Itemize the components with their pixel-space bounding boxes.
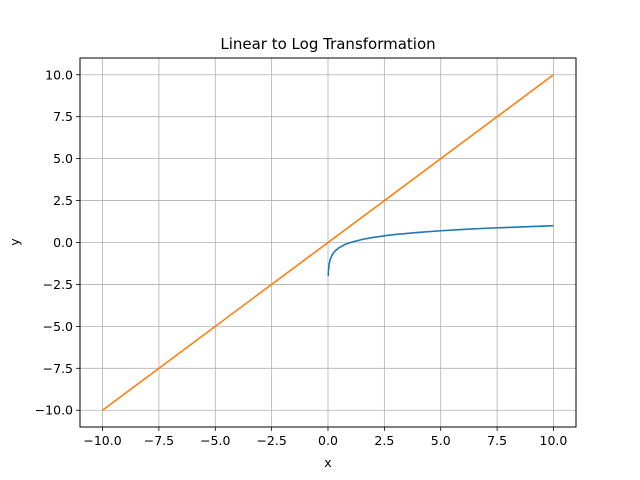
ticks: −10.0 −7.5 −5.0 −2.5 0.0 2.5 5.0 7.5 10.0 −10.0 −7… <box>35 67 568 448</box>
x-tick-label: 7.5 <box>487 433 507 448</box>
x-axis-label: x <box>324 455 331 470</box>
linear-series-line <box>102 74 554 411</box>
x-tick-label: 5.0 <box>431 433 451 448</box>
y-tick-label: 5.0 <box>53 151 73 166</box>
x-tick-label: −10.0 <box>83 433 121 448</box>
y-axis-label: y <box>7 238 22 246</box>
x-tick-label: −2.5 <box>256 433 286 448</box>
y-tick-label: −7.5 <box>43 361 73 376</box>
y-tick-label: −10.0 <box>35 403 73 418</box>
grid-lines <box>80 58 576 427</box>
y-tick-label: 2.5 <box>53 193 73 208</box>
series-layer <box>102 74 554 411</box>
y-tick-label: 10.0 <box>45 67 73 82</box>
x-tick-label: 10.0 <box>540 433 568 448</box>
x-tick-label: −5.0 <box>200 433 230 448</box>
y-tick-label: −5.0 <box>43 319 73 334</box>
y-tick-label: 7.5 <box>53 109 73 124</box>
log-series-line <box>327 224 554 277</box>
x-tick-label: 0.0 <box>318 433 338 448</box>
y-tick-label: −2.5 <box>43 277 73 292</box>
x-tick-label: 2.5 <box>374 433 394 448</box>
y-tick-label: 0.0 <box>53 235 73 250</box>
x-tick-label: −7.5 <box>144 433 174 448</box>
chart-title: Linear to Log Transformation <box>220 35 435 53</box>
